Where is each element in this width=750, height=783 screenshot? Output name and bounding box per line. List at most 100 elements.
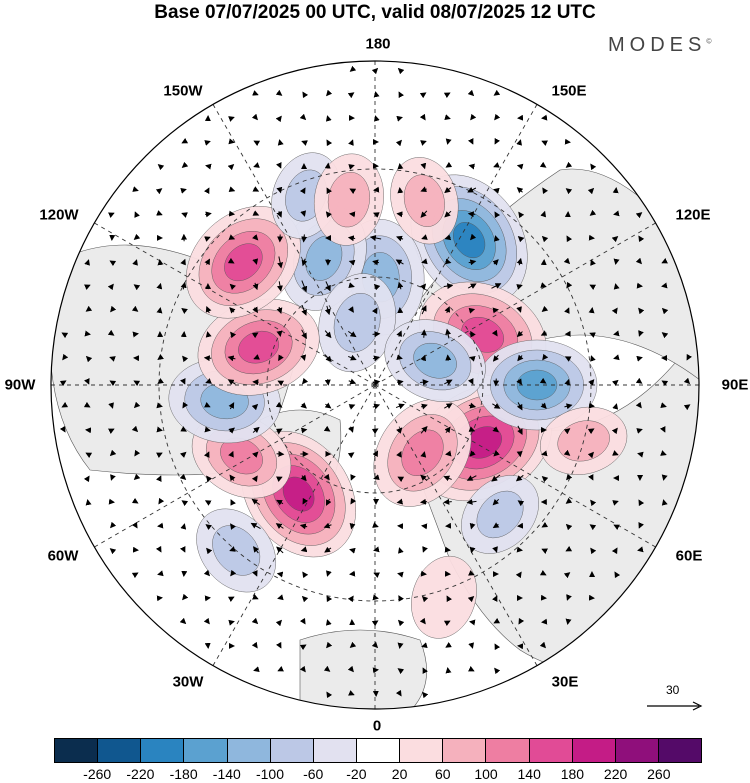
wind-arrow [228, 450, 234, 458]
wind-arrow [661, 307, 669, 315]
wind-arrow [326, 595, 333, 603]
wind-arrow [467, 211, 476, 218]
lon-label-180: 180 [365, 35, 391, 53]
wind-arrow [301, 329, 307, 340]
anomaly-center [197, 298, 320, 396]
wind-arrow [276, 186, 283, 194]
meridian [94, 222, 376, 386]
wind-arrow [396, 498, 404, 505]
wind-arrow [541, 235, 549, 243]
wind-arrow [277, 666, 284, 672]
wind-arrow [444, 210, 452, 218]
wind-arrow [371, 428, 379, 435]
wind-arrow [661, 380, 669, 387]
meridian [374, 384, 538, 666]
wind-arrow [443, 283, 454, 290]
colorbar-tick-label: 140 [517, 766, 541, 782]
wind-arrow [587, 473, 594, 481]
wind-arrow [444, 426, 451, 434]
wind-arrow [613, 258, 620, 265]
colorbar-segment [141, 739, 185, 762]
wind-arrow [156, 452, 163, 458]
colorbar-segment [356, 739, 401, 762]
wind-arrow [661, 332, 669, 339]
wind-arrow [564, 356, 572, 362]
wind-arrow [349, 547, 356, 554]
wind-arrow [301, 304, 307, 316]
wind-arrow [636, 282, 643, 289]
wind-arrow [565, 523, 573, 531]
wind-arrow [467, 89, 475, 97]
wind-arrow [110, 521, 117, 529]
wind-arrow [133, 380, 141, 387]
wind-arrow [180, 258, 186, 266]
wind-arrow [588, 307, 595, 314]
wind-arrow [468, 402, 477, 409]
wind-arrow [133, 401, 141, 409]
wind-arrow [589, 524, 597, 531]
wind-arrow [299, 113, 307, 121]
land-africa [299, 629, 427, 709]
wind-arrow [156, 210, 163, 216]
wind-arrow [300, 354, 307, 362]
wind-arrow [635, 212, 643, 219]
wind-arrow [564, 307, 570, 314]
wind-arrow [131, 497, 139, 504]
wind-arrow [421, 258, 428, 265]
wind-arrow [470, 233, 477, 241]
wind-arrow [275, 641, 282, 649]
wind-arrow [251, 113, 258, 121]
wind-arrow [326, 691, 333, 699]
wind-arrow [565, 545, 573, 552]
wind-arrow [205, 331, 212, 338]
wind-arrow [326, 139, 333, 147]
wind-arrow [541, 305, 549, 312]
wind-arrow [204, 140, 211, 146]
wind-arrow [397, 571, 404, 578]
wind-arrow [638, 522, 644, 529]
wind-arrow [348, 426, 354, 433]
wind-arrow [638, 307, 645, 315]
wind-arrow [468, 426, 476, 432]
wind-arrow [180, 378, 186, 385]
wind-arrow [372, 212, 380, 218]
wind-arrow [444, 306, 451, 314]
wind-arrow [109, 548, 117, 555]
wind-arrow [132, 331, 139, 338]
colorbar-segment [572, 739, 616, 762]
wind-arrow [563, 572, 571, 579]
wind-arrow [611, 547, 618, 555]
wind-arrow [205, 305, 212, 314]
wind-arrow [180, 426, 187, 432]
wind-arrow [323, 522, 332, 529]
wind-arrow [348, 306, 354, 313]
wind-arrow [467, 665, 475, 672]
wind-arrow [230, 331, 237, 339]
wind-arrow [252, 570, 258, 577]
wind-arrow [683, 377, 691, 385]
wind-arrow [445, 667, 452, 674]
wind-arrow [157, 259, 164, 266]
wind-arrow [61, 332, 69, 339]
wind-arrow [373, 91, 380, 98]
wind-arrow [542, 353, 549, 361]
wind-arrow [179, 545, 186, 553]
wind-arrow [611, 427, 618, 435]
wind-arrow [469, 450, 476, 457]
colorbar-segment [658, 739, 702, 762]
wind-arrow [395, 403, 405, 410]
wind-arrow [613, 524, 621, 531]
wind-arrow [491, 283, 502, 289]
wind-arrow [638, 330, 644, 337]
colorbar [54, 738, 702, 763]
wind-arrow [494, 137, 501, 145]
wind-arrow [252, 234, 259, 241]
wind-arrow [420, 140, 427, 146]
wind-arrow [252, 594, 259, 600]
wind-arrow [466, 475, 477, 481]
wind-arrow [397, 187, 404, 194]
wind-arrow [369, 235, 382, 241]
wind-arrow [419, 283, 427, 291]
wind-arrow [420, 354, 426, 362]
wind-arrow [349, 188, 357, 195]
